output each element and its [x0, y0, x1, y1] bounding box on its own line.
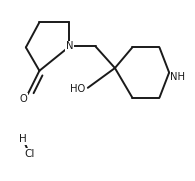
Text: HO: HO	[70, 84, 85, 94]
Text: Cl: Cl	[24, 149, 35, 159]
Text: NH: NH	[170, 72, 185, 82]
Text: O: O	[20, 94, 27, 104]
Text: H: H	[19, 134, 27, 144]
Text: N: N	[66, 41, 73, 52]
